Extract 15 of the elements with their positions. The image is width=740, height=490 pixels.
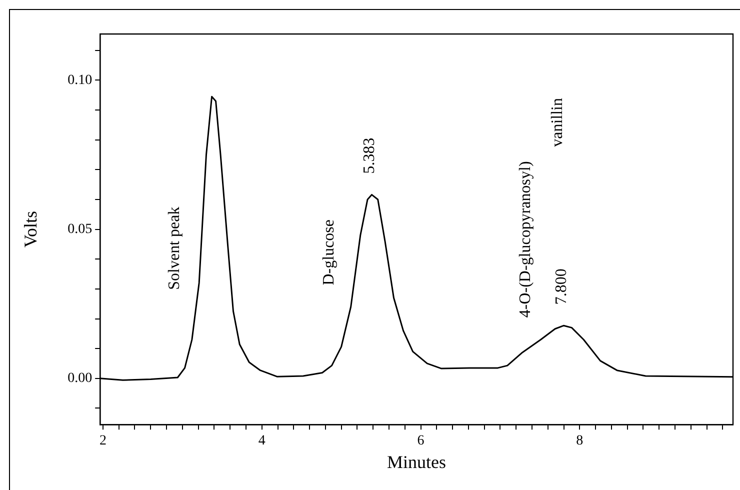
annotation: vanillin — [548, 98, 566, 147]
y-axis-title: Volts — [20, 210, 41, 248]
x-tick-label: 2 — [99, 434, 106, 449]
x-tick-label: 8 — [576, 434, 584, 449]
annotation: 7.800 — [552, 268, 570, 305]
annotation: 4-O-(D-glucopyranosyl) — [516, 161, 534, 318]
annotation: Solvent peak — [166, 206, 183, 290]
x-tick-label: 6 — [417, 434, 424, 449]
y-tick-label: 0.00 — [68, 371, 92, 386]
annotation: 5.383 — [360, 138, 378, 174]
x-axis-title: Minutes — [387, 452, 446, 472]
x-tick-label: 4 — [258, 434, 266, 449]
y-tick-label: 0.10 — [68, 72, 92, 88]
annotation: D-glucose — [320, 220, 338, 286]
y-tick-label: 0.05 — [68, 222, 92, 237]
